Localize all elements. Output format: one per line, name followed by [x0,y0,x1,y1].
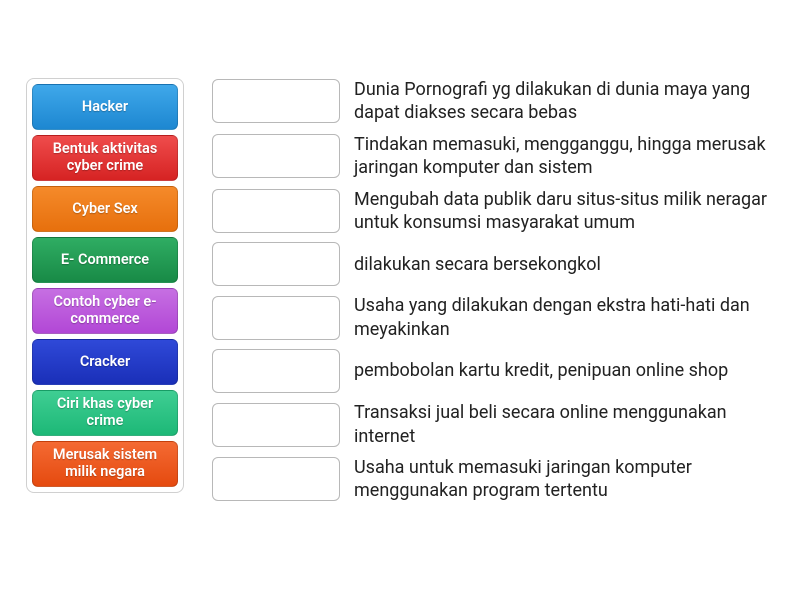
term-cyber-sex[interactable]: Cyber Sex [32,186,178,232]
match-row: Tindakan memasuki, mengganggu, hingga me… [212,133,800,180]
drop-slot-7[interactable] [212,457,340,501]
term-hacker[interactable]: Hacker [32,84,178,130]
match-row: Transaksi jual beli secara online menggu… [212,401,800,448]
match-row: Usaha yang dilakukan dengan ekstra hati-… [212,294,800,341]
drop-slot-5[interactable] [212,349,340,393]
match-row: pembobolan kartu kredit, penipuan online… [212,349,800,393]
term-contoh-cyber[interactable]: Contoh cyber e-commerce [32,288,178,334]
drop-slot-3[interactable] [212,242,340,286]
term-bentuk-aktivitas[interactable]: Bentuk aktivitas cyber crime [32,135,178,181]
definition-text: dilakukan secara bersekongkol [354,253,601,276]
terms-panel: Hacker Bentuk aktivitas cyber crime Cybe… [26,78,184,493]
drop-slot-1[interactable] [212,134,340,178]
drop-slot-0[interactable] [212,79,340,123]
match-row: Usaha untuk memasuki jaringan komputer m… [212,456,800,503]
drop-slot-4[interactable] [212,296,340,340]
matching-activity: Hacker Bentuk aktivitas cyber crime Cybe… [0,0,800,503]
definition-text: Tindakan memasuki, mengganggu, hingga me… [354,133,784,180]
term-cracker[interactable]: Cracker [32,339,178,385]
definition-text: Mengubah data publik daru situs-situs mi… [354,188,784,235]
match-row: dilakukan secara bersekongkol [212,242,800,286]
definitions-area: Dunia Pornografi yg dilakukan di dunia m… [212,78,800,503]
drop-slot-2[interactable] [212,189,340,233]
term-ciri-khas[interactable]: Ciri khas cyber crime [32,390,178,436]
definition-text: pembobolan kartu kredit, penipuan online… [354,359,728,382]
definition-text: Transaksi jual beli secara online menggu… [354,401,784,448]
match-row: Dunia Pornografi yg dilakukan di dunia m… [212,78,800,125]
term-merusak-sistem[interactable]: Merusak sistem milik negara [32,441,178,487]
drop-slot-6[interactable] [212,403,340,447]
term-e-commerce[interactable]: E- Commerce [32,237,178,283]
match-row: Mengubah data publik daru situs-situs mi… [212,188,800,235]
definition-text: Dunia Pornografi yg dilakukan di dunia m… [354,78,784,125]
definition-text: Usaha yang dilakukan dengan ekstra hati-… [354,294,784,341]
definition-text: Usaha untuk memasuki jaringan komputer m… [354,456,784,503]
